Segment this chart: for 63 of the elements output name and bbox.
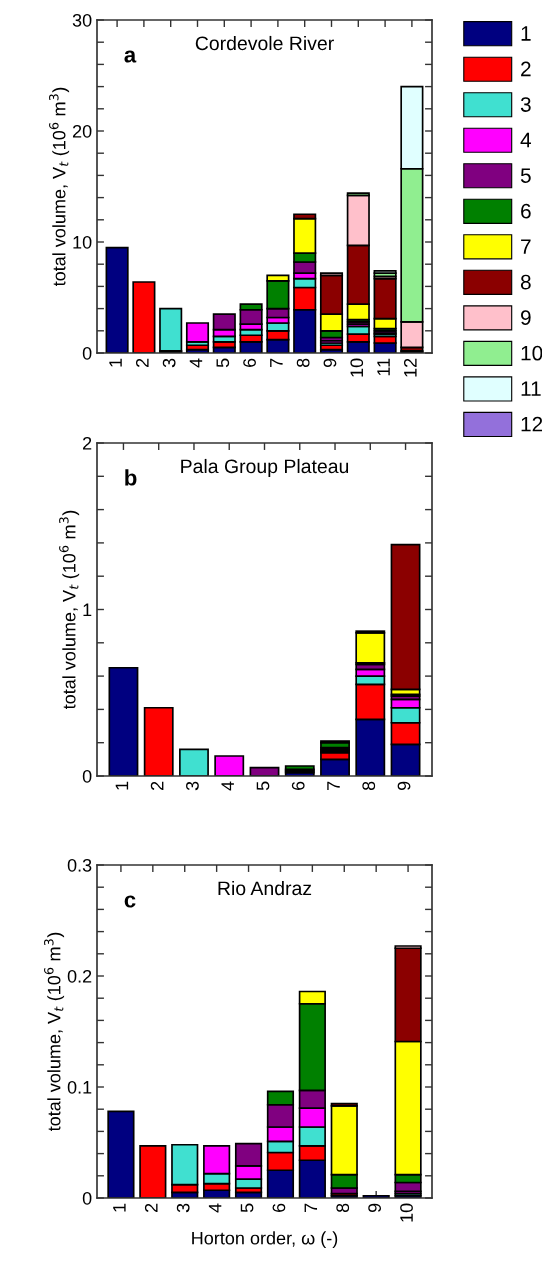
legend-label: 7 <box>521 239 531 254</box>
text: Rio Andraz <box>218 880 312 896</box>
annotation: a <box>124 50 137 63</box>
legend-label: 12 <box>521 416 542 432</box>
x-tick-label: 2 <box>144 1203 158 1212</box>
y-tick-label: 0.3 <box>67 858 92 872</box>
x-tick-label: 1 <box>115 781 129 790</box>
x-tick-label: 8 <box>362 781 376 791</box>
x-tick-label: 3 <box>186 781 199 791</box>
legend-label: 8 <box>520 274 531 290</box>
y-tick-label: 0.1 <box>67 1080 92 1094</box>
x-tick-label: 11 <box>377 358 390 376</box>
y-axis-title: total volume, V$_{t}$ (10$^{6}$ m$^{3}$) <box>44 932 65 1132</box>
x-tick-label: 9 <box>368 1203 382 1213</box>
y-tick-label: 10 <box>73 235 92 249</box>
legend-label: 3 <box>520 97 531 112</box>
x-tick-label: 5 <box>256 781 270 791</box>
x-tick-label: 8 <box>336 1203 350 1213</box>
y-axis-title: total volume, V$_{t}$ (10$^{6}$ m$^{3}$) <box>49 87 70 287</box>
x-tick-label: 12 <box>403 358 417 377</box>
annotation: b <box>125 469 137 486</box>
x-tick-label: 4 <box>189 358 203 368</box>
x-tick-label: 7 <box>327 781 340 790</box>
y-tick-label: 0 <box>82 346 92 360</box>
x-tick-label: 9 <box>323 358 337 368</box>
legend-label: 5 <box>520 168 531 183</box>
y-tick-label: 0.2 <box>67 969 92 983</box>
legend-label: 4 <box>520 132 532 148</box>
x-axis-title: Horton order, ω (-) <box>192 1231 338 1249</box>
legend-label: 6 <box>521 203 531 219</box>
y-tick-label: 0 <box>82 1191 92 1205</box>
legend-label: 9 <box>521 310 531 325</box>
x-tick-label: 6 <box>291 781 305 790</box>
legend-label: 2 <box>521 61 531 77</box>
y-tick-label: 1 <box>83 603 92 617</box>
annotation: c <box>124 895 136 908</box>
legend-label: 1 <box>521 26 531 41</box>
legend-label: 11 <box>521 381 541 396</box>
x-tick-label: 5 <box>240 1203 254 1213</box>
x-tick-label: 10 <box>400 1203 413 1222</box>
x-tick-label: 7 <box>304 1203 318 1212</box>
x-tick-label: 2 <box>150 781 164 790</box>
y-tick-label: 30 <box>72 13 92 27</box>
text: Pala Group Plateau <box>181 458 349 478</box>
x-tick-label: 3 <box>162 358 176 368</box>
x-tick-label: 7 <box>270 358 283 367</box>
x-tick-label: 5 <box>216 358 230 368</box>
text: Cordevole River <box>195 35 334 51</box>
x-tick-label: 3 <box>176 1203 190 1213</box>
x-tick-label: 9 <box>397 781 411 791</box>
x-tick-label: 4 <box>221 781 234 791</box>
x-tick-label: 10 <box>350 358 364 377</box>
y-axis-title: total volume, V$_{t}$ (10$^{6}$ m$^{3}$) <box>59 510 80 710</box>
x-tick-label: 6 <box>272 1203 286 1212</box>
x-tick-label: 2 <box>135 358 149 367</box>
x-tick-label: 8 <box>296 358 310 368</box>
y-tick-label: 20 <box>72 124 92 138</box>
x-tick-label: 1 <box>109 358 122 367</box>
x-tick-label: 6 <box>243 358 256 367</box>
y-tick-label: 2 <box>83 436 92 450</box>
x-tick-label: 4 <box>208 1203 222 1213</box>
x-tick-label: 1 <box>113 1203 126 1212</box>
y-tick-label: 0 <box>82 769 92 783</box>
